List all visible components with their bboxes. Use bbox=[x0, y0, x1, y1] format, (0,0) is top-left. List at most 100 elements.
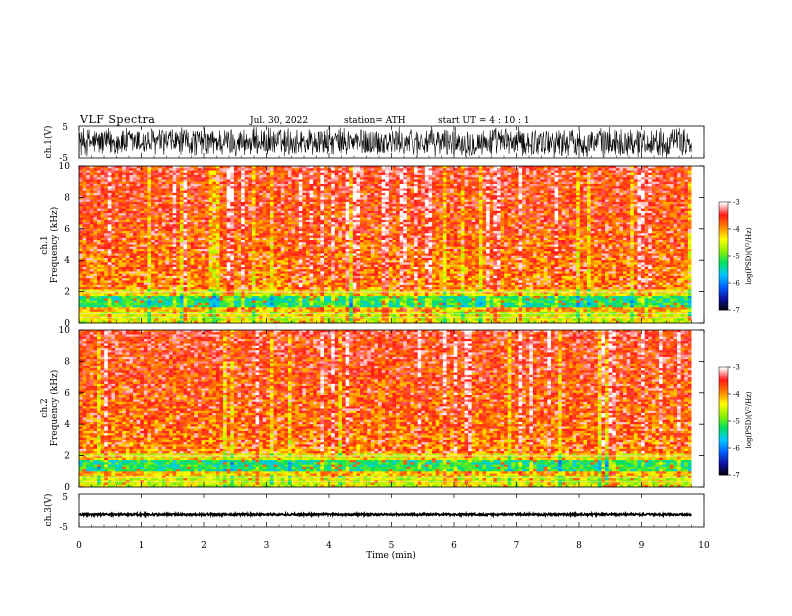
ch1-spectrogram-cell bbox=[122, 278, 126, 281]
ch1-spectrogram-cell bbox=[155, 294, 159, 297]
ch1-spectrogram-cell bbox=[133, 224, 137, 227]
ch1-spectrogram-cell bbox=[180, 247, 184, 250]
ch1-spectrogram-cell bbox=[292, 224, 296, 227]
ch1-spectrogram-cell bbox=[108, 303, 112, 306]
ch1-spectrogram-cell bbox=[227, 224, 231, 227]
ch1-spectrogram-cell bbox=[129, 278, 133, 281]
ch1-spectrogram-cell bbox=[263, 256, 267, 259]
ch1-spectrogram-cell bbox=[313, 294, 317, 297]
ch1-spectrogram-cell bbox=[191, 256, 195, 259]
ch1-spectrogram-cell bbox=[281, 256, 285, 259]
ch1-spectrogram-cell bbox=[180, 177, 184, 180]
ch1-spectrogram-cell bbox=[328, 303, 332, 306]
ch1-spectrogram-cell bbox=[101, 294, 105, 297]
ch1-spectrogram-cell bbox=[212, 271, 216, 274]
ch1-spectrogram-cell bbox=[317, 247, 321, 250]
ch1-spectrogram-cell bbox=[158, 184, 162, 187]
ch1-spectrogram-cell bbox=[230, 247, 234, 250]
ch1-spectrogram-cell bbox=[313, 271, 317, 274]
ch1-spectrogram-cell bbox=[295, 278, 299, 281]
ch1-spectrogram-cell bbox=[306, 215, 310, 218]
ch1-spectrogram-cell bbox=[158, 193, 162, 196]
ch1-spectrogram-cell bbox=[252, 271, 256, 274]
ch1-spectrogram-cell bbox=[310, 303, 314, 306]
ch1-spectrogram-cell bbox=[317, 168, 321, 171]
ch1-spectrogram-cell bbox=[335, 168, 339, 171]
ch1-spectrogram-cell bbox=[331, 271, 335, 274]
ch1-spectrogram-cell bbox=[270, 247, 274, 250]
ch1-spectrogram-cell bbox=[162, 303, 166, 306]
ch1-spectrogram-cell bbox=[220, 256, 224, 259]
ch1-spectrogram-cell bbox=[144, 262, 148, 265]
ch1-spectrogram-cell bbox=[227, 177, 231, 180]
ch1-spectrogram-cell bbox=[216, 240, 220, 243]
ch1-spectrogram-cell bbox=[133, 256, 137, 259]
ch1-spectrogram-cell bbox=[220, 184, 224, 187]
ch1-spectrogram-cell bbox=[202, 231, 206, 234]
ch1-spectrogram-cell bbox=[227, 256, 231, 259]
ch1-spectrogram-cell bbox=[205, 240, 209, 243]
ch1-spectrogram-cell bbox=[292, 271, 296, 274]
ch1-spectrogram-cell bbox=[324, 294, 328, 297]
ch1-spectrogram-cell bbox=[266, 240, 270, 243]
ch1-spectrogram-cell bbox=[108, 294, 112, 297]
ch1-spectrogram-cell bbox=[238, 184, 242, 187]
ch1-spectrogram-cell bbox=[101, 184, 105, 187]
ch1-spectrogram-cell bbox=[122, 240, 126, 243]
ch1-spectrogram-cell bbox=[93, 271, 97, 274]
ch1-spectrogram-cell bbox=[86, 262, 90, 265]
ch1-spectrogram-cell bbox=[101, 177, 105, 180]
ch1-spectrogram-cell bbox=[220, 287, 224, 290]
ch1-spectrogram-cell bbox=[252, 310, 256, 313]
ch1-spectrogram-cell bbox=[158, 303, 162, 306]
ch1-spectrogram-cell bbox=[288, 184, 292, 187]
ch1-spectrogram-cell bbox=[302, 200, 306, 203]
ch1-spectrogram-cell bbox=[169, 287, 173, 290]
ch1-spectrogram-cell bbox=[238, 177, 242, 180]
ch1-spectrogram-cell bbox=[256, 200, 260, 203]
ch1-spectrogram-cell bbox=[137, 310, 141, 313]
ch1-spectrogram-cell bbox=[216, 184, 220, 187]
ch1-spectrogram-cell bbox=[302, 177, 306, 180]
ch1-spectrogram-cell bbox=[162, 256, 166, 259]
ch1-spectrogram-cell bbox=[263, 310, 267, 313]
ch1-spectrogram-cell bbox=[281, 319, 285, 322]
ch1-spectrogram-cell bbox=[328, 294, 332, 297]
ch1-spectrogram-cell bbox=[220, 271, 224, 274]
ch1-spectrogram-cell bbox=[83, 287, 87, 290]
ch1-spectrogram-cell bbox=[173, 224, 177, 227]
ch1-spectrogram-cell bbox=[335, 193, 339, 196]
ch1-spectrogram-cell bbox=[209, 287, 213, 290]
ch1-spectrogram-cell bbox=[263, 177, 267, 180]
ch1-spectrogram-cell bbox=[266, 278, 270, 281]
ch1-spectrogram-cell bbox=[111, 294, 115, 297]
ch1-spectrogram-cell bbox=[212, 193, 216, 196]
ch1-spectrogram-cell bbox=[144, 303, 148, 306]
ch1-spectrogram-cell bbox=[288, 200, 292, 203]
ch1-spectrogram-cell bbox=[194, 287, 198, 290]
ch1-spectrogram-cell bbox=[212, 247, 216, 250]
ch1-spectrogram-cell bbox=[176, 256, 180, 259]
ch1-spectrogram-cell bbox=[90, 200, 94, 203]
ch1-spectrogram-cell bbox=[111, 310, 115, 313]
ch1-spectrogram-cell bbox=[115, 319, 119, 322]
ch1-spectrogram-cell bbox=[104, 209, 108, 212]
ch1-spectrogram-cell bbox=[205, 278, 209, 281]
ch1-spectrogram-cell bbox=[277, 200, 281, 203]
ch1-spectrogram-cell bbox=[223, 256, 227, 259]
ch1-spectrogram-cell bbox=[151, 247, 155, 250]
ch1-spectrogram-cell bbox=[223, 184, 227, 187]
ch1-spectrogram-cell bbox=[122, 168, 126, 171]
ch1-spectrogram-cell bbox=[108, 287, 112, 290]
ch1-spectrogram-cell bbox=[104, 247, 108, 250]
ch1-spectrogram-cell bbox=[306, 262, 310, 265]
ch1-spectrogram-cell bbox=[270, 256, 274, 259]
ch1-spectrogram-cell bbox=[104, 294, 108, 297]
ch1-spectrogram-cell bbox=[306, 271, 310, 274]
ch1-spectrogram-cell bbox=[198, 168, 202, 171]
ch1-spectrogram-cell bbox=[292, 262, 296, 265]
ch1-spectrogram-cell bbox=[111, 215, 115, 218]
ch1-spectrogram-cell bbox=[129, 215, 133, 218]
ch1-spectrogram-cell bbox=[302, 184, 306, 187]
station-label: station= ATH bbox=[344, 116, 406, 126]
